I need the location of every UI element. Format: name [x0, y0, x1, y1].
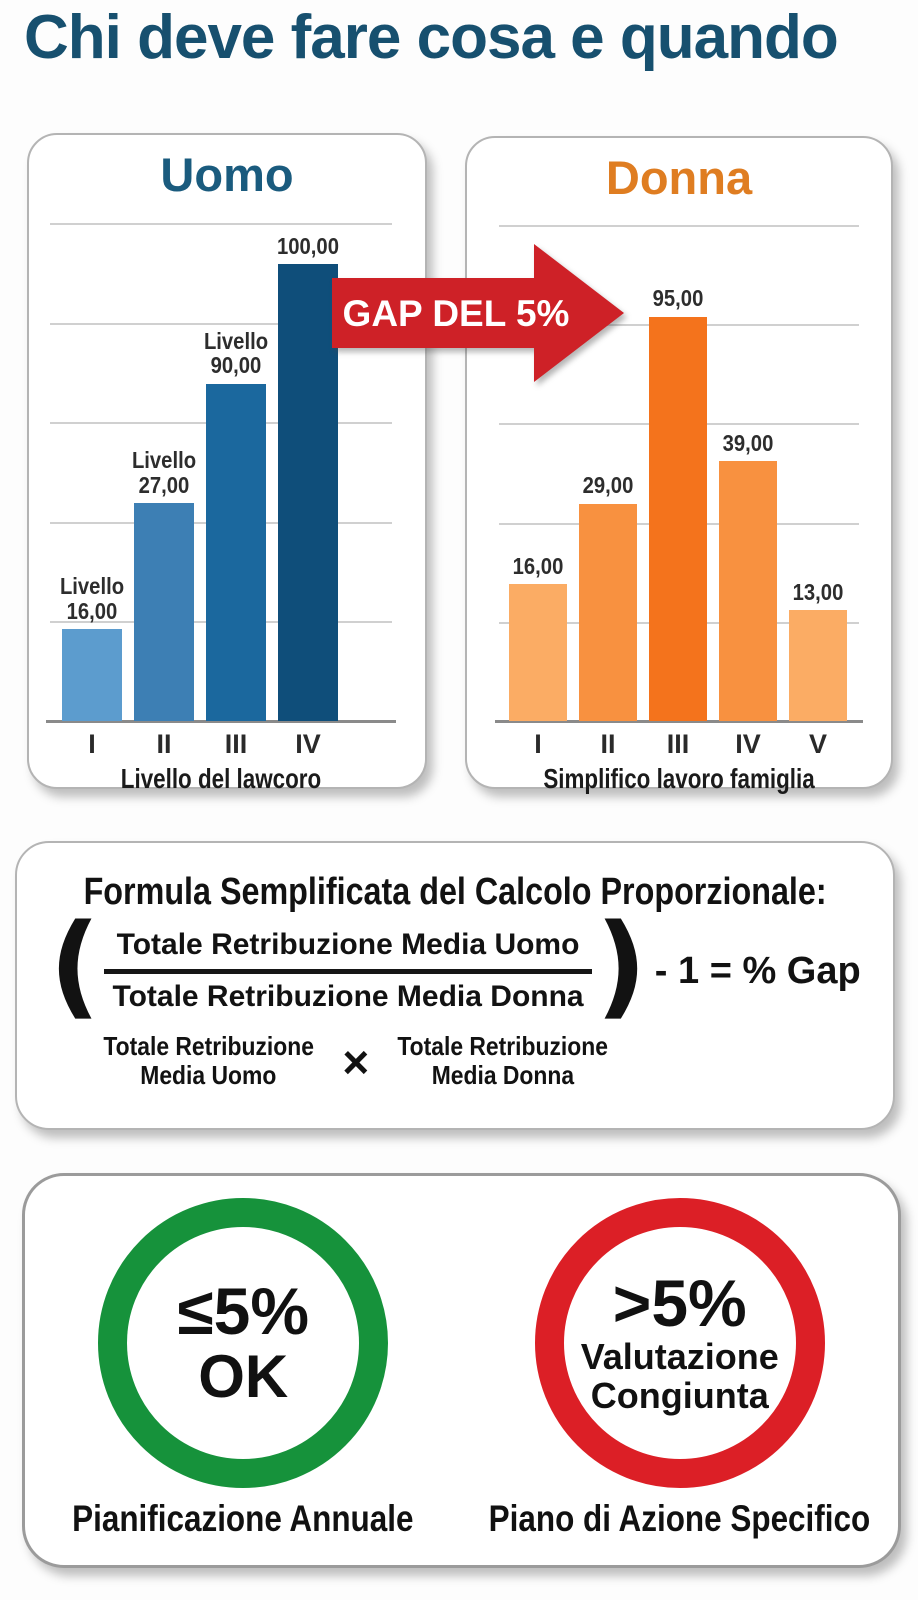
uomo-bar-III — [206, 383, 266, 721]
donna-bar-II — [579, 503, 637, 721]
uomo-chart-card: Uomo Livello del lawcoro Livello 16,00 I L… — [27, 133, 427, 794]
uomo-bar-value-III: Livello 90,00 — [203, 328, 269, 379]
gap-arrow-shape — [332, 244, 624, 382]
donna-bar-IV — [719, 461, 777, 721]
gridline — [50, 322, 392, 325]
donna-x-axis-label: Simplifico lavoro famiglia — [543, 763, 815, 794]
donna-bar-V — [789, 609, 847, 721]
uomo-x-axis-label: Livello del lawcoro — [120, 763, 322, 794]
alert-circle-icon: >5% Valutazione Congiunta — [534, 1198, 825, 1488]
formula-factors-row: Totale Retribuzione Media Uomo × Totale … — [89, 1031, 623, 1091]
donna-bar-value-III: 95,00 — [652, 285, 704, 312]
ok-threshold: ≤5% — [177, 1273, 310, 1348]
gap-arrow-label: GAP DEL 5% — [343, 293, 570, 334]
uomo-bar-value-I: Livello 16,00 — [59, 573, 125, 624]
multiply-icon: × — [342, 1036, 370, 1089]
left-factor: Totale Retribuzione Media Uomo — [89, 1031, 328, 1091]
page-title: Chi deve fare cosa e quando — [24, 3, 839, 72]
uomo-plot-area: Livello del lawcoro Livello 16,00 I Livell… — [46, 223, 396, 794]
decision-card: ≤5% OK Pianificazione Annuale >5% Valuta… — [22, 1173, 901, 1568]
donna-bar-value-I: 16,00 — [512, 552, 564, 579]
fraction-denominator: Totale Retribuzione Media Donna — [104, 968, 592, 1015]
over-line1: Valutazione — [580, 1335, 779, 1377]
donna-chart-title: Donna — [605, 151, 753, 204]
gap-arrow: GAP DEL 5% — [332, 244, 624, 382]
gridline — [50, 223, 392, 225]
formula-heading: Formula Semplificata del Calcolo Proporz… — [17, 871, 893, 914]
formula-card: Formula Semplificata del Calcolo Proporz… — [15, 841, 895, 1130]
donna-tick-III: III — [666, 729, 690, 759]
donna-bar-value-II: 29,00 — [582, 472, 634, 499]
over-caption: Piano di Azione Specifico — [455, 1498, 904, 1540]
equation-result: - 1 = % Gap — [654, 949, 861, 992]
donna-bar-I — [509, 584, 567, 721]
fraction: Totale Retribuzione Media Uomo Totale Re… — [104, 928, 592, 1015]
donna-tick-II: II — [600, 729, 616, 759]
over-line2: Congiunta — [590, 1374, 769, 1416]
donna-bar-value-V: 13,00 — [792, 578, 844, 605]
left-factor-line1: Totale Retribuzione — [103, 1031, 314, 1061]
donna-tick-IV: IV — [735, 729, 761, 759]
gridline — [499, 225, 859, 227]
donna-chart-card: Donna Simplifico lavoro famiglia 16,00 I 2… — [465, 136, 893, 794]
uomo-tick-II: II — [156, 729, 172, 759]
donna-tick-I: I — [534, 729, 542, 759]
ok-caption-text: Pianificazione Annuale — [72, 1498, 414, 1539]
uomo-tick-IV: IV — [295, 729, 321, 759]
donna-plot-area: Simplifico lavoro famiglia 16,00 I 29,00 II… — [495, 225, 863, 794]
uomo-tick-III: III — [224, 729, 248, 759]
ok-circle-icon: ≤5% OK — [98, 1198, 389, 1488]
donna-bar-III — [649, 316, 707, 721]
uomo-bar-value-II: Livello 27,00 — [131, 447, 197, 498]
fraction-numerator: Totale Retribuzione Media Uomo — [116, 928, 580, 961]
over-caption-text: Piano di Azione Specifico — [488, 1498, 871, 1539]
uomo-bar-IV — [278, 264, 338, 721]
uomo-tick-I: I — [88, 729, 96, 759]
formula-equation: ( Totale Retribuzione Media Uomo Totale … — [17, 910, 893, 1022]
right-factor: Totale Retribuzione Media Donna — [383, 1031, 622, 1091]
close-paren: ) — [595, 901, 647, 1031]
x-axis-line — [495, 720, 863, 723]
ok-verdict: OK — [198, 1343, 289, 1411]
over-threshold: >5% — [612, 1266, 747, 1341]
formula-heading-text: Formula Semplificata del Calcolo Proporz… — [83, 871, 827, 913]
right-factor-line1: Totale Retribuzione — [397, 1031, 609, 1061]
decision-ok-column: ≤5% OK Pianificazione Annuale — [25, 1176, 462, 1565]
donna-tick-V: V — [808, 729, 828, 759]
decision-over-column: >5% Valutazione Congiunta Piano di Azion… — [462, 1176, 899, 1565]
donna-bar-value-IV: 39,00 — [722, 429, 774, 456]
uomo-bar-value-IV: 100,00 — [277, 232, 339, 259]
open-paren: ( — [49, 901, 101, 1031]
ok-caption: Pianificazione Annuale — [42, 1498, 444, 1540]
right-factor-line2: Media Donna — [431, 1060, 575, 1091]
uomo-bar-II — [134, 502, 194, 721]
uomo-bar-I — [62, 628, 122, 721]
left-factor-line2: Media Uomo — [140, 1060, 277, 1091]
x-axis-line — [46, 720, 396, 723]
uomo-chart-title: Uomo — [160, 148, 294, 201]
